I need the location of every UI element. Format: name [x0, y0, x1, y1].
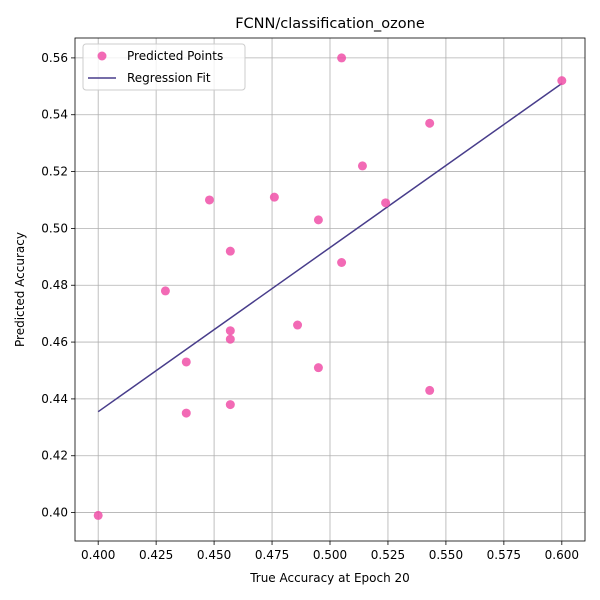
x-tick-label: 0.450 [197, 548, 231, 562]
y-tick-label: 0.48 [41, 278, 68, 292]
y-axis-label: Predicted Accuracy [13, 232, 27, 347]
y-tick-label: 0.42 [41, 449, 68, 463]
legend: Predicted Points Regression Fit [82, 43, 246, 91]
x-tick-label: 0.600 [545, 548, 579, 562]
x-tick-label: 0.525 [371, 548, 405, 562]
data-point [181, 357, 191, 367]
x-tick-label: 0.400 [81, 548, 115, 562]
x-axis-label: True Accuracy at Epoch 20 [249, 571, 410, 585]
data-point [425, 385, 435, 395]
x-tick-label: 0.550 [429, 548, 463, 562]
data-point [204, 195, 214, 205]
legend-label-predicted-points: Predicted Points [127, 49, 223, 63]
y-tick-label: 0.44 [41, 392, 68, 406]
data-point [313, 215, 323, 225]
data-point [357, 161, 367, 171]
y-tick-label: 0.46 [41, 335, 68, 349]
x-tick-label: 0.475 [255, 548, 289, 562]
chart-title: FCNN/classification_ozone [235, 16, 425, 32]
data-point [293, 320, 303, 330]
x-tick-label: 0.575 [487, 548, 521, 562]
data-point [181, 408, 191, 418]
x-tick-label: 0.425 [139, 548, 173, 562]
data-point [337, 258, 347, 268]
x-axis-ticks: 0.400 0.425 0.450 0.475 0.500 0.525 0.550 0.575… [81, 541, 579, 562]
y-tick-label: 0.40 [41, 506, 68, 520]
data-point [225, 246, 235, 256]
data-point [381, 198, 391, 208]
data-point [160, 286, 170, 296]
y-tick-label: 0.52 [41, 165, 68, 179]
regression-fit-line [97, 82, 563, 413]
plot-frame [74, 37, 586, 542]
legend-box [82, 43, 246, 91]
data-point [313, 363, 323, 373]
legend-label-regression-fit: Regression Fit [127, 71, 211, 85]
data-point [557, 76, 567, 86]
data-point [425, 118, 435, 128]
data-point [225, 326, 235, 336]
grid [75, 38, 585, 541]
legend-marker-predicted-points [97, 51, 107, 61]
data-point [225, 400, 235, 410]
y-tick-label: 0.50 [41, 221, 68, 235]
plot-area [93, 53, 567, 520]
x-tick-label: 0.500 [313, 548, 347, 562]
data-point [225, 334, 235, 344]
data-point [269, 192, 279, 202]
y-tick-label: 0.56 [41, 51, 68, 65]
data-point [337, 53, 347, 63]
y-tick-label: 0.54 [41, 108, 68, 122]
data-point [93, 510, 103, 520]
y-axis-ticks: 0.40 0.42 0.44 0.46 0.48 0.50 0.52 0.54 0.56 [41, 51, 75, 520]
